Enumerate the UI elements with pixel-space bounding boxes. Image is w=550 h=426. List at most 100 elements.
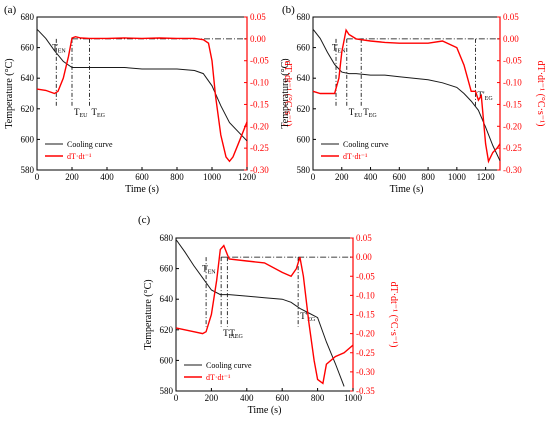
annotation-label: TEU [349, 107, 363, 119]
annotation-label: TEN [332, 43, 346, 55]
y-left-tick-label: 640 [21, 73, 35, 83]
x-tick-label: 400 [100, 172, 114, 182]
y-left-axis-label: Temperature (°C) [280, 58, 291, 128]
y-right-tick-label: -0.05 [250, 56, 269, 66]
annotation-label: TEG [229, 328, 243, 340]
x-tick-label: 200 [65, 172, 79, 182]
y-left-tick-label: 600 [160, 355, 174, 365]
x-tick-label: 800 [311, 393, 325, 403]
x-axis-label: Time (s) [125, 184, 159, 195]
x-tick-label: 800 [421, 172, 435, 182]
annotation-label: T'EG [300, 311, 316, 323]
x-tick-label: 800 [170, 172, 184, 182]
annotation-label: TEN [52, 43, 66, 55]
annotation-label: TEG [92, 107, 106, 119]
y-right-tick-label: -0.10 [503, 78, 522, 88]
y-right-axis-label: dT·dt⁻¹ (°C·s⁻¹) [535, 61, 546, 127]
y-right-tick-label: 0.05 [356, 233, 372, 243]
y-left-axis-label: Temperature (°C) [143, 279, 154, 349]
y-right-tick-label: 0.00 [503, 34, 519, 44]
x-axis-label: Time (s) [248, 405, 282, 416]
rate-curve-line [175, 244, 354, 385]
y-right-axis-label: dT·dt⁻¹ (°C·s⁻¹) [388, 282, 399, 348]
legend-label: dT·dt⁻¹ [343, 152, 368, 161]
x-tick-label: 400 [240, 393, 254, 403]
y-left-tick-label: 660 [160, 264, 174, 274]
legend-label: Cooling curve [343, 140, 389, 149]
y-left-tick-label: 680 [160, 233, 174, 243]
x-tick-label: 600 [393, 172, 407, 182]
legend-label: dT·dt⁻¹ [206, 373, 231, 382]
y-right-tick-label: -0.20 [250, 121, 269, 131]
y-left-tick-label: 680 [21, 12, 35, 22]
y-right-tick-label: -0.20 [503, 121, 522, 131]
x-tick-label: 400 [364, 172, 378, 182]
y-right-tick-label: -0.10 [250, 78, 269, 88]
x-axis-label: Time (s) [390, 184, 424, 195]
y-left-axis-label: Temperature (°C) [4, 58, 15, 128]
rate-curve-line [36, 35, 248, 163]
y-left-tick-label: 600 [21, 134, 35, 144]
y-right-tick-label: -0.15 [250, 99, 269, 109]
y-right-tick-label: -0.25 [503, 143, 522, 153]
cooling-curve-line [36, 28, 248, 142]
x-tick-label: 0 [174, 393, 179, 403]
x-tick-label: 0 [35, 172, 40, 182]
x-tick-label: 1000 [203, 172, 222, 182]
panel-label-a: (a) [4, 4, 17, 16]
y-left-tick-label: 620 [160, 325, 174, 335]
x-tick-label: 1000 [344, 393, 363, 403]
legend-label: Cooling curve [206, 361, 252, 370]
plot-frame [175, 237, 354, 392]
chart-panel-a: 0 200 400 600 800 1000 1200 580 600 620 640 660 680 -… [4, 12, 293, 195]
chart-panel-b: 0 200 400 600 800 1000 1200 580 600 620 640 660 680 -… [280, 12, 546, 195]
annotation-label: T'EG [478, 90, 494, 102]
legend-label: dT·dt⁻¹ [67, 152, 92, 161]
y-left-tick-label: 580 [297, 165, 311, 175]
y-left-tick-label: 680 [297, 12, 311, 22]
cooling-curve-line [175, 239, 345, 387]
rate-curve-line [312, 28, 501, 164]
panel-label-b: (b) [282, 4, 295, 16]
x-tick-label: 600 [135, 172, 149, 182]
annotation-label: TEU [74, 107, 88, 119]
cooling-curve-line [312, 28, 501, 162]
y-left-tick-label: 620 [297, 104, 311, 114]
y-right-tick-label: -0.05 [356, 271, 375, 281]
x-tick-label: 1000 [448, 172, 467, 182]
x-tick-label: 0 [311, 172, 316, 182]
y-left-tick-label: 660 [297, 43, 311, 53]
y-right-tick-label: -0.30 [503, 165, 522, 175]
y-right-tick-label: -0.20 [356, 329, 375, 339]
legend-label: Cooling curve [67, 140, 113, 149]
panel-label-c: (c) [138, 214, 151, 226]
y-right-tick-label: -0.30 [250, 165, 269, 175]
annotation-label: TEN [202, 264, 216, 276]
y-right-tick-label: 0.05 [250, 12, 266, 22]
y-right-tick-label: -0.15 [356, 310, 375, 320]
y-left-tick-label: 640 [297, 73, 311, 83]
y-left-tick-label: 600 [297, 134, 311, 144]
annotation-label: TEG [363, 107, 377, 119]
y-right-tick-label: -0.35 [356, 386, 375, 396]
y-left-tick-label: 580 [160, 386, 174, 396]
x-tick-label: 1200 [477, 172, 496, 182]
y-left-tick-label: 580 [21, 165, 35, 175]
y-right-axis-label: dT·dt⁻¹ (°C·s⁻¹) [282, 61, 293, 127]
y-right-tick-label: 0.05 [503, 12, 519, 22]
chart-panel-c: 0 200 400 600 800 1000 580 600 620 640 660 680 -0.35… [143, 233, 399, 416]
y-right-tick-label: -0.15 [503, 99, 522, 109]
y-left-tick-label: 660 [21, 43, 35, 53]
x-tick-label: 600 [275, 393, 289, 403]
y-right-tick-label: 0.00 [250, 34, 266, 44]
y-right-tick-label: -0.25 [356, 348, 375, 358]
y-right-tick-label: -0.10 [356, 290, 375, 300]
x-tick-label: 200 [335, 172, 349, 182]
y-right-tick-label: -0.25 [250, 143, 269, 153]
y-right-tick-label: -0.05 [503, 56, 522, 66]
x-tick-label: 1200 [238, 172, 257, 182]
plot-frame [312, 16, 501, 171]
annotation-label: TEU [223, 328, 237, 340]
y-right-tick-label: -0.30 [356, 367, 375, 377]
